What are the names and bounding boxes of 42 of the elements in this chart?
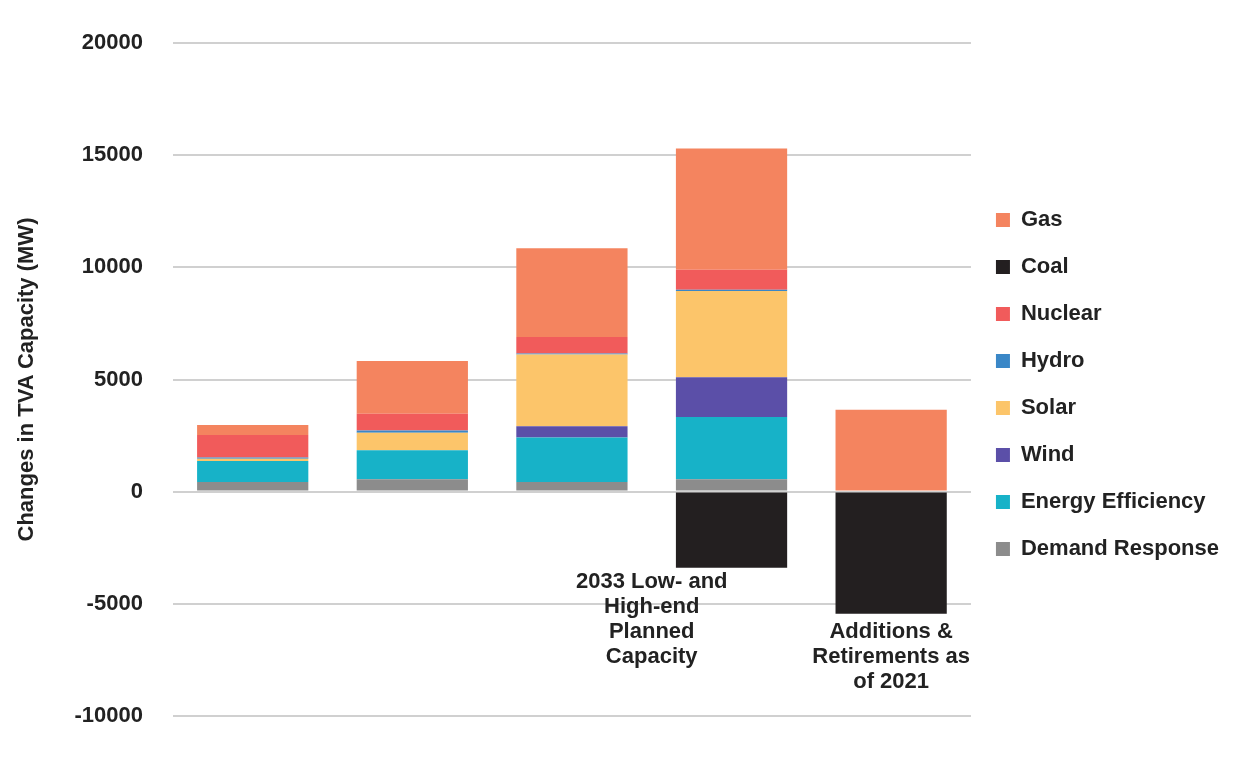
y-tick-label: 0 [130, 477, 143, 503]
bar [197, 481, 309, 491]
bar [835, 492, 947, 614]
bar [675, 269, 788, 290]
bar [675, 290, 788, 378]
bar [197, 435, 309, 458]
bar [835, 409, 947, 491]
bar [197, 460, 309, 482]
y-tick-label: 10000 [81, 253, 143, 279]
legend-label: Gas [1020, 206, 1063, 232]
y-tick-label: 5000 [93, 365, 143, 391]
bar [516, 336, 628, 354]
bar [356, 479, 468, 491]
bar [197, 425, 309, 436]
legend-label: Demand Response [1020, 535, 1220, 561]
bar [516, 481, 628, 491]
annotation: 2033 Low- and High-end Planned Capacity [575, 567, 728, 668]
y-axis-title: Changes in TVA Capacity (MW) [13, 217, 39, 542]
y-tick-label: -10000 [74, 701, 143, 727]
bar [356, 450, 468, 480]
legend-label: Coal [1020, 253, 1069, 279]
legend-label: Wind [1020, 441, 1075, 467]
bar [356, 413, 468, 431]
bar [675, 492, 788, 568]
bar [356, 432, 468, 451]
bar [675, 416, 788, 480]
y-tick-label: 20000 [81, 29, 143, 55]
bar [516, 354, 628, 427]
bar [675, 479, 788, 491]
bar [516, 248, 628, 337]
legend-label: Nuclear [1020, 300, 1103, 326]
legend-label: Hydro [1020, 347, 1085, 373]
bar [675, 148, 788, 270]
y-tick-label: -5000 [86, 589, 143, 615]
annotation: Additions & Retirements as of 2021 [812, 617, 971, 693]
bar [675, 377, 788, 417]
y-tick-label: 15000 [81, 141, 143, 167]
legend-label: Energy Efficiency [1020, 488, 1207, 514]
bar [356, 361, 468, 414]
legend-label: Solar [1020, 394, 1077, 420]
bar [516, 437, 628, 482]
bar [516, 426, 628, 438]
